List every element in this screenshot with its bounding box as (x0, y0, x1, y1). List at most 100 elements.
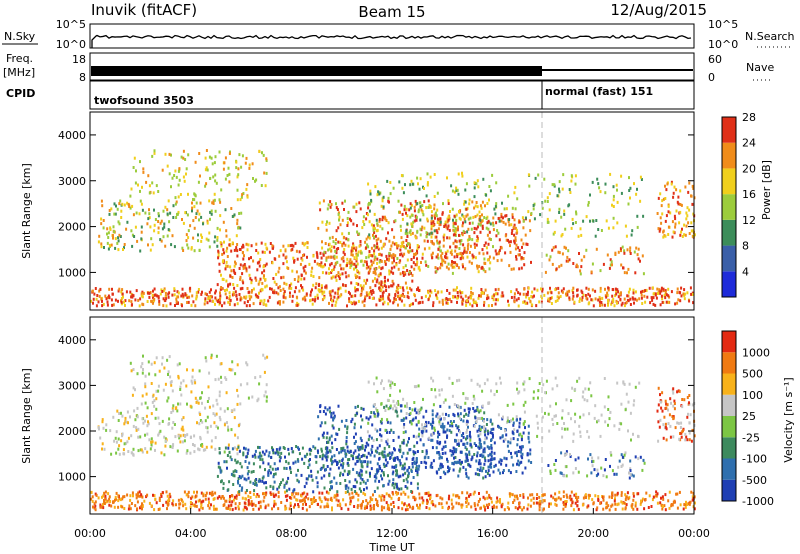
velocity-cell (244, 460, 247, 463)
power-cell (612, 185, 615, 189)
power-cell (205, 182, 208, 186)
power-cell (432, 220, 435, 224)
power-cell (612, 300, 615, 304)
power-cell (245, 304, 248, 308)
velocity-cell (335, 494, 338, 498)
station-title: Inuvik (fitACF) (91, 1, 197, 19)
velocity-cell (393, 486, 396, 490)
velocity-cell (497, 424, 500, 428)
velocity-cell (134, 388, 136, 392)
velocity-cell (297, 492, 300, 496)
power-cell (495, 298, 498, 302)
power-cell (141, 290, 144, 294)
velocity-cell (401, 455, 404, 459)
velocity-cell (483, 462, 486, 466)
power-cell (198, 212, 201, 216)
velocity-cell (219, 466, 222, 470)
velocity-cell (243, 501, 246, 505)
velocity-cell (439, 464, 442, 468)
velocity-cell (227, 425, 229, 429)
power-cell (363, 304, 366, 308)
velocity-cell (186, 449, 189, 453)
power-cell (420, 261, 422, 264)
power-cell (113, 230, 116, 234)
velocity-cell (242, 451, 245, 455)
power-cell (213, 161, 216, 165)
power-cell (257, 282, 260, 286)
power-cell (399, 294, 402, 298)
power-cell (328, 301, 330, 305)
velocity-cell (484, 459, 487, 463)
power-cell (232, 291, 235, 295)
power-ytick-label: 2000 (58, 221, 86, 234)
velocity-cell (334, 459, 337, 463)
velocity-cell (416, 503, 418, 507)
power-cell (151, 293, 154, 297)
velocity-cell (244, 491, 247, 495)
velocity-cell (641, 497, 644, 501)
power-cell (107, 247, 110, 251)
power-cell (333, 256, 336, 260)
power-cell (210, 209, 213, 213)
velocity-cell (529, 493, 532, 497)
velocity-cell (465, 474, 468, 478)
power-cell (457, 225, 459, 229)
velocity-cell (150, 504, 153, 508)
power-cell (570, 174, 573, 178)
velocity-cell (403, 423, 406, 426)
velocity-cell (380, 496, 383, 500)
power-cell (128, 299, 131, 303)
power-cell (470, 261, 473, 265)
velocity-cell (664, 493, 667, 497)
power-cell (466, 206, 469, 210)
cpid-panel: CPID twofsound 3503 normal (fast) 151 (6, 80, 695, 110)
velocity-cell (514, 506, 517, 510)
power-cell (446, 227, 449, 231)
power-cell (427, 298, 430, 302)
power-cell (331, 289, 334, 293)
velocity-cell (395, 482, 398, 486)
velocity-cell (347, 486, 350, 490)
velocity-cell (478, 473, 481, 477)
power-cell (392, 253, 395, 257)
power-cell (526, 293, 529, 297)
velocity-cell (204, 448, 207, 452)
velocity-cell (109, 500, 112, 503)
velocity-cell (651, 498, 654, 502)
velocity-cell (455, 433, 458, 437)
power-cell (571, 289, 574, 293)
power-cell (368, 253, 371, 257)
velocity-cell (267, 454, 270, 458)
power-cell (209, 176, 212, 180)
velocity-cell (499, 436, 502, 440)
power-cell (392, 301, 395, 305)
velocity-cell (380, 469, 383, 473)
power-cell (337, 247, 340, 250)
velocity-cell (331, 424, 334, 428)
velocity-cell (300, 494, 303, 498)
power-cell (254, 179, 256, 183)
velocity-cell (492, 470, 495, 474)
velocity-cell (396, 457, 399, 461)
power-cell (652, 292, 655, 296)
velocity-cell (636, 507, 639, 511)
power-cell (162, 304, 165, 308)
velocity-cell (228, 500, 231, 504)
power-cell (369, 265, 372, 269)
velocity-cell (319, 424, 322, 428)
power-cell (443, 223, 446, 227)
velocity-cell (364, 448, 366, 452)
velocity-cell (195, 500, 197, 504)
velocity-cell (354, 485, 357, 489)
power-cell (187, 153, 190, 157)
velocity-cell (520, 454, 523, 458)
velocity-cell (519, 461, 521, 465)
power-cell (379, 252, 381, 256)
power-cell (259, 299, 262, 303)
power-cell (589, 193, 591, 197)
velocity-cell (531, 493, 534, 497)
velocity-cell (190, 390, 193, 394)
velocity-cell (279, 483, 282, 486)
velocity-cell (278, 485, 281, 489)
velocity-cell (297, 505, 300, 509)
